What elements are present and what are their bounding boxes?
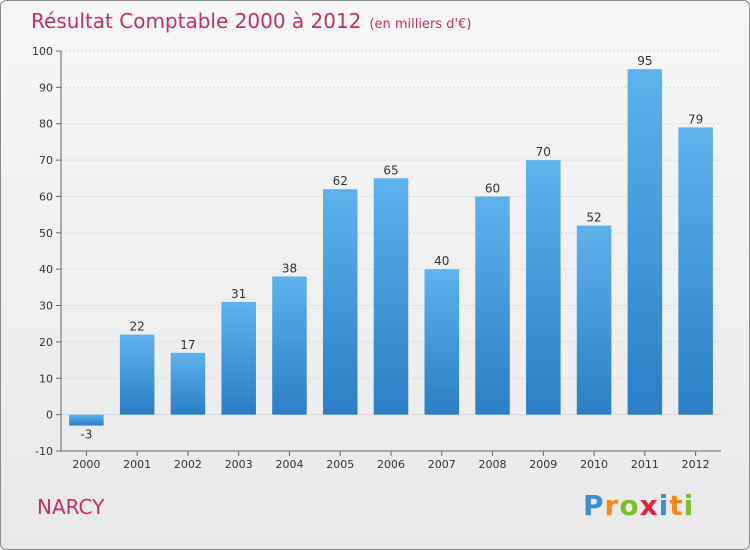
x-tick-label: 2002	[174, 458, 202, 471]
x-tick-label: 2012	[682, 458, 710, 471]
x-tick-label: 2001	[123, 458, 151, 471]
bar-2000	[69, 414, 104, 426]
logo-letter: i	[658, 489, 670, 522]
x-tick-label: 2003	[225, 458, 253, 471]
data-label: 65	[383, 163, 398, 177]
data-label: 17	[180, 338, 195, 352]
logo-letter: r	[604, 489, 620, 522]
bar-2006	[373, 178, 409, 415]
bar-2009	[526, 160, 561, 415]
logo-letter: x	[639, 489, 659, 522]
data-label: 40	[434, 254, 449, 268]
bar-2004	[272, 276, 307, 415]
data-label: 31	[231, 287, 246, 301]
commune-name: NARCY	[37, 495, 105, 519]
y-tick-label: 80	[39, 118, 53, 131]
chart-subtitle: (en milliers d'€)	[369, 17, 472, 32]
data-label: 22	[130, 320, 145, 334]
y-tick-label: 10	[39, 372, 53, 385]
bar-2005	[322, 189, 358, 415]
x-tick-label: 2011	[631, 458, 659, 471]
bar-2010	[576, 225, 612, 415]
data-label: 70	[536, 145, 551, 159]
proxiti-logo: Proxiti	[583, 489, 694, 522]
bar-2012	[678, 127, 713, 415]
bar-2003	[221, 301, 256, 415]
y-tick-label: 90	[39, 81, 53, 94]
y-tick-label: -10	[35, 445, 53, 458]
bars	[69, 69, 713, 426]
bar-2007	[424, 269, 460, 415]
bar-2001	[119, 334, 155, 415]
bar-2011	[627, 69, 663, 415]
y-tick-label: 0	[46, 409, 53, 422]
labels: -10 0 10 20 30 40 50 60 70 80 90 100 2000 -3 2001 22 200…	[32, 45, 710, 471]
x-tick-label: 2009	[529, 458, 557, 471]
y-tick-label: 40	[39, 263, 53, 276]
x-tick-label: 2008	[479, 458, 507, 471]
data-label: -3	[80, 428, 92, 442]
y-tick-label: 60	[39, 190, 53, 203]
y-tick-label: 100	[32, 45, 53, 58]
x-tick-label: 2007	[428, 458, 456, 471]
logo-letter: t	[669, 489, 684, 522]
logo-letter: o	[619, 489, 640, 522]
y-tick-label: 70	[39, 154, 53, 167]
x-tick-label: 2004	[275, 458, 303, 471]
axes	[56, 50, 721, 456]
data-label: 60	[485, 181, 500, 195]
logo-letter: P	[583, 489, 605, 522]
x-tick-label: 2000	[72, 458, 100, 471]
data-label: 79	[688, 112, 703, 126]
logo-letter: i	[683, 489, 695, 522]
data-label: 62	[333, 174, 348, 188]
bar-2008	[475, 196, 510, 415]
chart-title: Résultat Comptable 2000 à 2012 (en millie…	[31, 9, 471, 33]
bar-2002	[170, 352, 206, 415]
data-label: 38	[282, 261, 297, 275]
chart-title-text: Résultat Comptable 2000 à 2012	[31, 9, 362, 33]
x-tick-label: 2010	[580, 458, 608, 471]
y-tick-label: 30	[39, 300, 53, 313]
x-tick-label: 2005	[326, 458, 354, 471]
x-tick-label: 2006	[377, 458, 405, 471]
data-label: 52	[586, 211, 601, 225]
data-label: 95	[637, 54, 652, 68]
y-tick-label: 20	[39, 336, 53, 349]
y-tick-label: 50	[39, 227, 53, 240]
